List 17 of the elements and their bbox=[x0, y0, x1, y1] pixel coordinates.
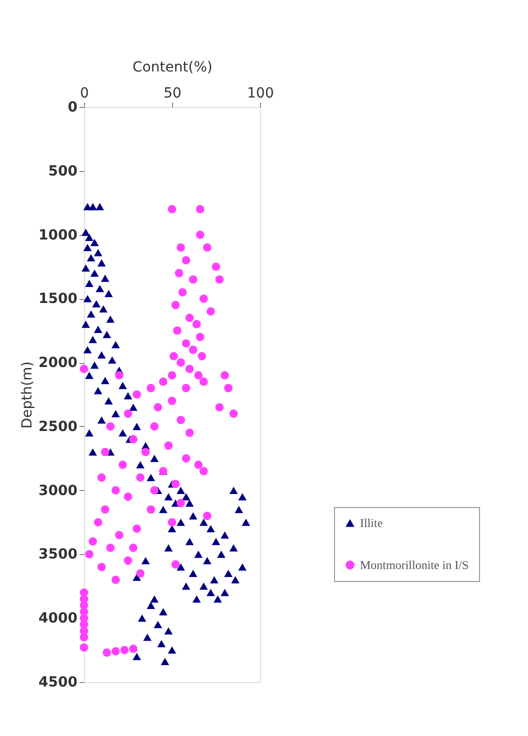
y-tick-label: 2500 bbox=[38, 418, 78, 435]
x-tick-label: 50 bbox=[164, 86, 182, 102]
legend-label: Montmorillonite in I/S bbox=[360, 558, 469, 572]
y-tick-label: 500 bbox=[48, 163, 78, 180]
x-tick-label: 0 bbox=[80, 86, 89, 102]
x-axis-title: Content(%) bbox=[132, 60, 212, 76]
legend-label: Illite bbox=[360, 516, 383, 530]
y-tick-label: 4500 bbox=[38, 674, 78, 690]
y-tick-label: 1500 bbox=[38, 291, 78, 308]
x-tick-label: 100 bbox=[247, 86, 274, 102]
y-tick-label: 3000 bbox=[38, 482, 78, 499]
y-tick-label: 2000 bbox=[38, 355, 78, 372]
y-axis-title: Depth(m) bbox=[20, 361, 36, 429]
y-tick-label: 0 bbox=[68, 100, 78, 116]
y-tick-label: 1000 bbox=[38, 227, 78, 244]
y-tick-label: 3500 bbox=[38, 546, 78, 563]
y-tick-label: 4000 bbox=[38, 610, 78, 627]
